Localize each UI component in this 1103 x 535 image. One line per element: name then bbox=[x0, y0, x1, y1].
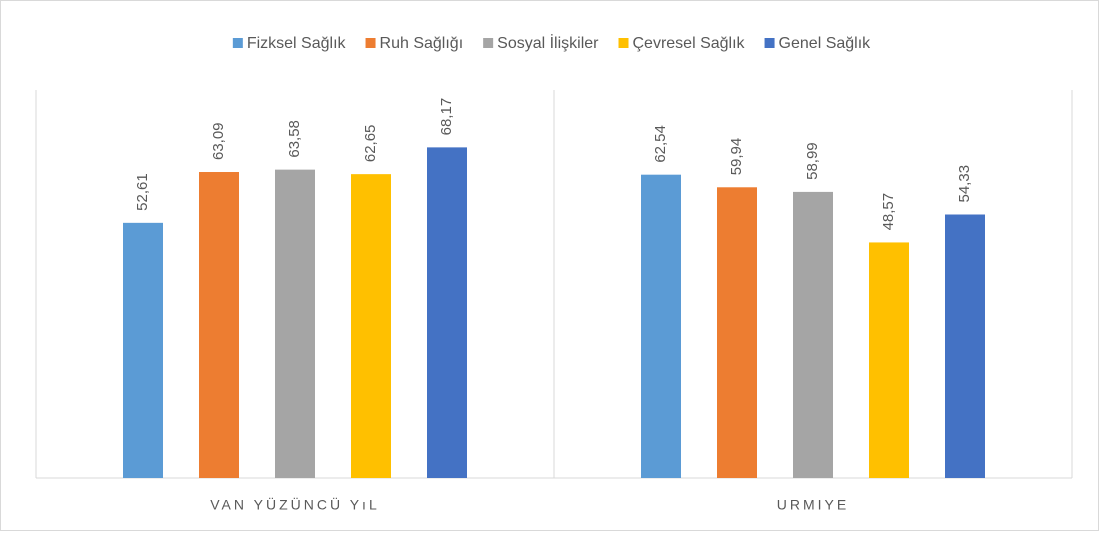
legend-label: Ruh Sağlığı bbox=[380, 35, 464, 52]
legend-swatch bbox=[483, 38, 494, 48]
legend-label: Genel Sağlık bbox=[779, 35, 872, 52]
bar bbox=[793, 191, 833, 478]
data-label: 54,33 bbox=[956, 165, 973, 203]
data-label: 62,54 bbox=[652, 125, 669, 163]
x-tick-label: VAN YÜZÜNCÜ YıL bbox=[210, 496, 379, 513]
legend-label: Sosyal İlişkiler bbox=[497, 33, 599, 52]
data-label: 58,99 bbox=[804, 142, 821, 180]
data-label: 62,65 bbox=[362, 125, 379, 163]
x-tick-label: URMIYE bbox=[777, 497, 849, 513]
bar bbox=[427, 147, 467, 479]
bar bbox=[275, 169, 315, 478]
data-label: 48,57 bbox=[880, 193, 897, 231]
bar bbox=[945, 214, 985, 478]
bar bbox=[869, 242, 909, 478]
legend-swatch bbox=[365, 38, 376, 48]
bar bbox=[641, 174, 681, 478]
data-label: 63,58 bbox=[286, 120, 303, 158]
bar bbox=[717, 187, 757, 478]
legend-swatch bbox=[764, 38, 775, 48]
legend-swatch bbox=[618, 38, 629, 48]
legend-swatch bbox=[232, 38, 243, 48]
bar bbox=[199, 172, 239, 479]
data-label: 59,94 bbox=[728, 138, 745, 176]
data-label: 52,61 bbox=[134, 173, 151, 211]
data-label: 68,17 bbox=[438, 98, 455, 136]
bar bbox=[351, 174, 391, 478]
data-label: 63,09 bbox=[210, 122, 227, 160]
legend-label: Fizksel Sağlık bbox=[247, 35, 347, 52]
legend-label: Çevresel Sağlık bbox=[633, 35, 746, 52]
bar bbox=[123, 222, 163, 478]
